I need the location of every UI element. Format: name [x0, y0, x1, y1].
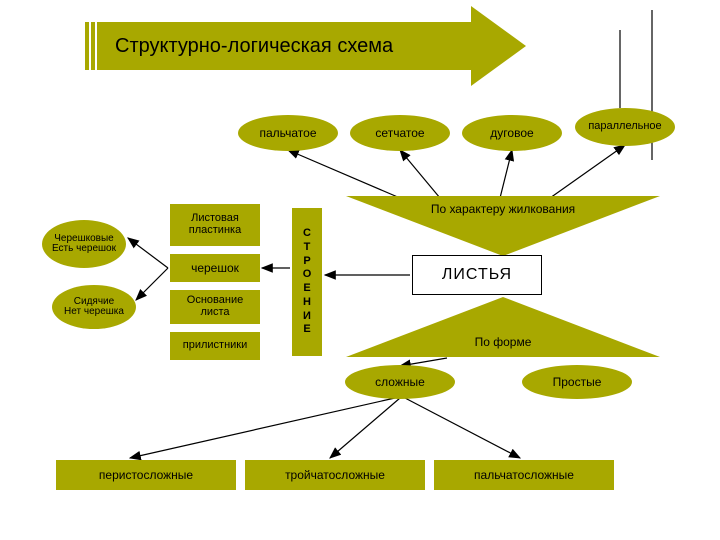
triangle-form-label: По форме — [346, 335, 660, 349]
structure-vertical-box: СТРОЕНИЕ — [292, 208, 322, 356]
triangle-form: По форме — [346, 297, 660, 357]
triangle-venation-label: По характеру жилкования — [346, 202, 660, 216]
rect-base: Основание листа — [170, 290, 260, 324]
ellipse-venation1: пальчатое — [238, 115, 338, 151]
ellipse-venation4: параллельное — [575, 108, 675, 146]
ellipse-venation2: сетчатое — [350, 115, 450, 151]
ellipse-sessile: СидячиеНет черешка — [52, 285, 136, 329]
ellipse-simple: Простые — [522, 365, 632, 399]
rect-bottom1: перистосложные — [56, 460, 236, 490]
title-stripes — [85, 22, 101, 70]
arrows-layer — [0, 0, 720, 540]
ellipse-petiolate: ЧерешковыеЕсть черешок — [42, 220, 126, 268]
title-arrow: Структурно-логическая схема — [85, 22, 526, 70]
rect-petiole: черешок — [170, 254, 260, 282]
center-leaves: ЛИСТЬЯ — [412, 255, 542, 295]
rect-bottom3: пальчатосложные — [434, 460, 614, 490]
rect-blade: Листовая пластинка — [170, 204, 260, 246]
rect-bottom2: тройчатосложные — [245, 460, 425, 490]
ellipse-complex: сложные — [345, 365, 455, 399]
rect-stipules: прилистники — [170, 332, 260, 360]
diagram-canvas: Структурно-логическая схема По характеру… — [0, 0, 720, 540]
title-text: Структурно-логическая схема — [101, 22, 471, 70]
ellipse-venation3: дуговое — [462, 115, 562, 151]
triangle-venation: По характеру жилкования — [346, 196, 660, 256]
title-arrowhead — [471, 6, 526, 86]
